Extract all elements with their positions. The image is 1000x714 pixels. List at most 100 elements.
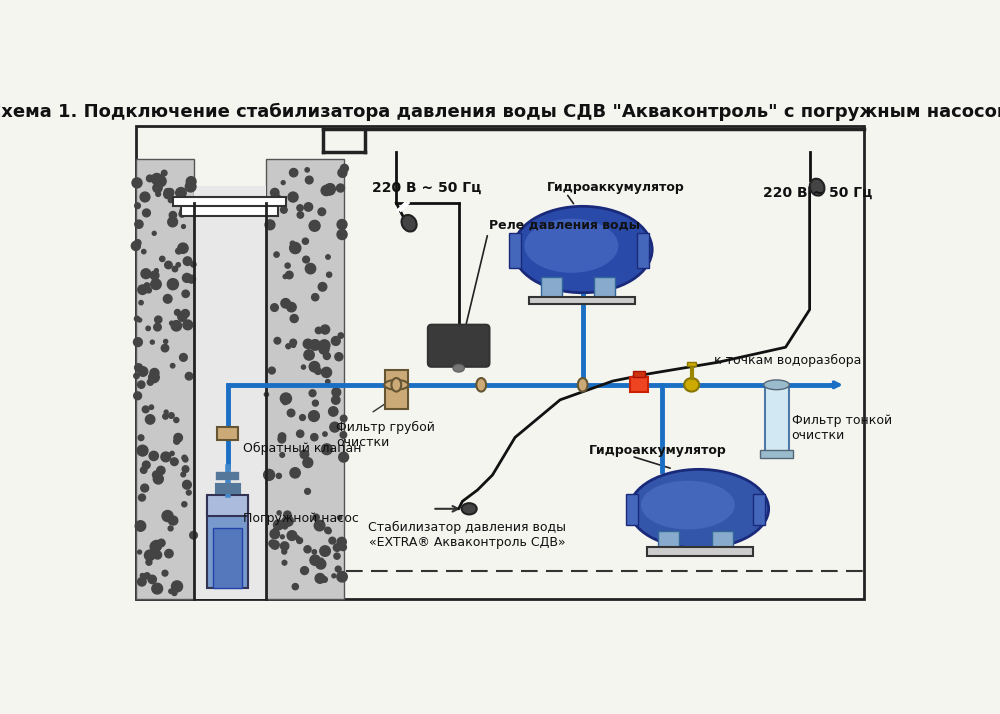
Circle shape	[337, 571, 347, 582]
Circle shape	[283, 400, 287, 405]
Circle shape	[283, 516, 293, 526]
Bar	[594, 277, 615, 298]
Circle shape	[312, 400, 318, 406]
Circle shape	[304, 203, 313, 211]
Circle shape	[281, 206, 287, 213]
Circle shape	[148, 575, 156, 583]
Circle shape	[300, 450, 309, 458]
Circle shape	[330, 422, 340, 432]
Circle shape	[277, 511, 281, 515]
Circle shape	[162, 511, 173, 521]
Circle shape	[186, 176, 196, 186]
Circle shape	[302, 238, 308, 244]
Circle shape	[137, 446, 148, 456]
Circle shape	[182, 502, 187, 507]
Ellipse shape	[810, 178, 824, 196]
Circle shape	[278, 436, 286, 443]
Circle shape	[335, 353, 343, 361]
Bar	[213, 528, 242, 588]
Circle shape	[303, 256, 309, 263]
Circle shape	[134, 316, 139, 321]
Circle shape	[333, 544, 341, 551]
Circle shape	[334, 553, 340, 559]
Circle shape	[321, 325, 330, 334]
Circle shape	[338, 169, 347, 177]
Circle shape	[169, 211, 177, 218]
Circle shape	[322, 577, 327, 583]
Text: Фильтр грубой
очистки: Фильтр грубой очистки	[336, 421, 435, 449]
Circle shape	[138, 578, 146, 586]
Circle shape	[309, 411, 319, 421]
Circle shape	[144, 283, 150, 288]
Circle shape	[135, 203, 140, 208]
Circle shape	[288, 192, 298, 202]
Circle shape	[178, 243, 188, 253]
Text: Погружной насос: Погружной насос	[243, 512, 359, 525]
Circle shape	[165, 549, 173, 558]
Circle shape	[327, 272, 332, 277]
Circle shape	[326, 528, 331, 534]
Circle shape	[326, 255, 330, 259]
Circle shape	[318, 283, 327, 291]
Text: Обратный клапан: Обратный клапан	[243, 442, 361, 456]
Bar	[194, 186, 266, 599]
Circle shape	[297, 212, 304, 218]
Circle shape	[297, 430, 304, 438]
Bar	[207, 498, 248, 588]
Circle shape	[156, 191, 161, 196]
Circle shape	[280, 535, 284, 539]
Circle shape	[183, 320, 193, 330]
Circle shape	[167, 278, 178, 290]
Circle shape	[290, 536, 294, 540]
Circle shape	[174, 433, 182, 442]
Text: Схема 1. Подключение стабилизатора давления воды СДВ "Акваконтроль" с погружным : Схема 1. Подключение стабилизатора давле…	[0, 103, 1000, 121]
Circle shape	[186, 491, 191, 495]
Ellipse shape	[462, 503, 477, 515]
Circle shape	[142, 406, 149, 413]
Circle shape	[323, 353, 330, 360]
Circle shape	[132, 178, 142, 188]
Circle shape	[183, 257, 192, 266]
Circle shape	[179, 211, 185, 217]
Circle shape	[176, 263, 180, 267]
Circle shape	[149, 549, 158, 558]
Circle shape	[303, 339, 313, 348]
Circle shape	[280, 393, 291, 404]
Circle shape	[264, 393, 269, 396]
Bar	[637, 233, 649, 268]
Circle shape	[274, 252, 279, 257]
Circle shape	[274, 520, 283, 530]
Ellipse shape	[630, 469, 769, 548]
Circle shape	[318, 208, 326, 216]
Circle shape	[150, 368, 159, 378]
Circle shape	[155, 176, 166, 186]
Circle shape	[188, 275, 195, 283]
Circle shape	[305, 168, 309, 172]
Circle shape	[310, 340, 320, 350]
Circle shape	[286, 271, 293, 278]
Circle shape	[338, 333, 344, 338]
Circle shape	[321, 444, 332, 455]
Text: к точкам водоразбора: к точкам водоразбора	[714, 354, 862, 367]
Circle shape	[309, 361, 320, 372]
Circle shape	[170, 451, 174, 456]
Circle shape	[329, 407, 338, 416]
Circle shape	[281, 298, 290, 308]
Circle shape	[151, 279, 161, 289]
Circle shape	[265, 220, 275, 230]
Circle shape	[183, 311, 188, 316]
Circle shape	[172, 581, 183, 592]
Circle shape	[285, 263, 290, 268]
Circle shape	[150, 271, 159, 280]
Bar	[626, 494, 638, 526]
Circle shape	[149, 372, 159, 383]
Circle shape	[174, 418, 179, 423]
Circle shape	[146, 559, 152, 565]
Circle shape	[141, 484, 149, 492]
Circle shape	[134, 240, 141, 246]
Circle shape	[316, 559, 326, 569]
Circle shape	[153, 183, 162, 193]
Circle shape	[340, 544, 346, 550]
Circle shape	[334, 426, 338, 431]
Ellipse shape	[524, 218, 618, 273]
